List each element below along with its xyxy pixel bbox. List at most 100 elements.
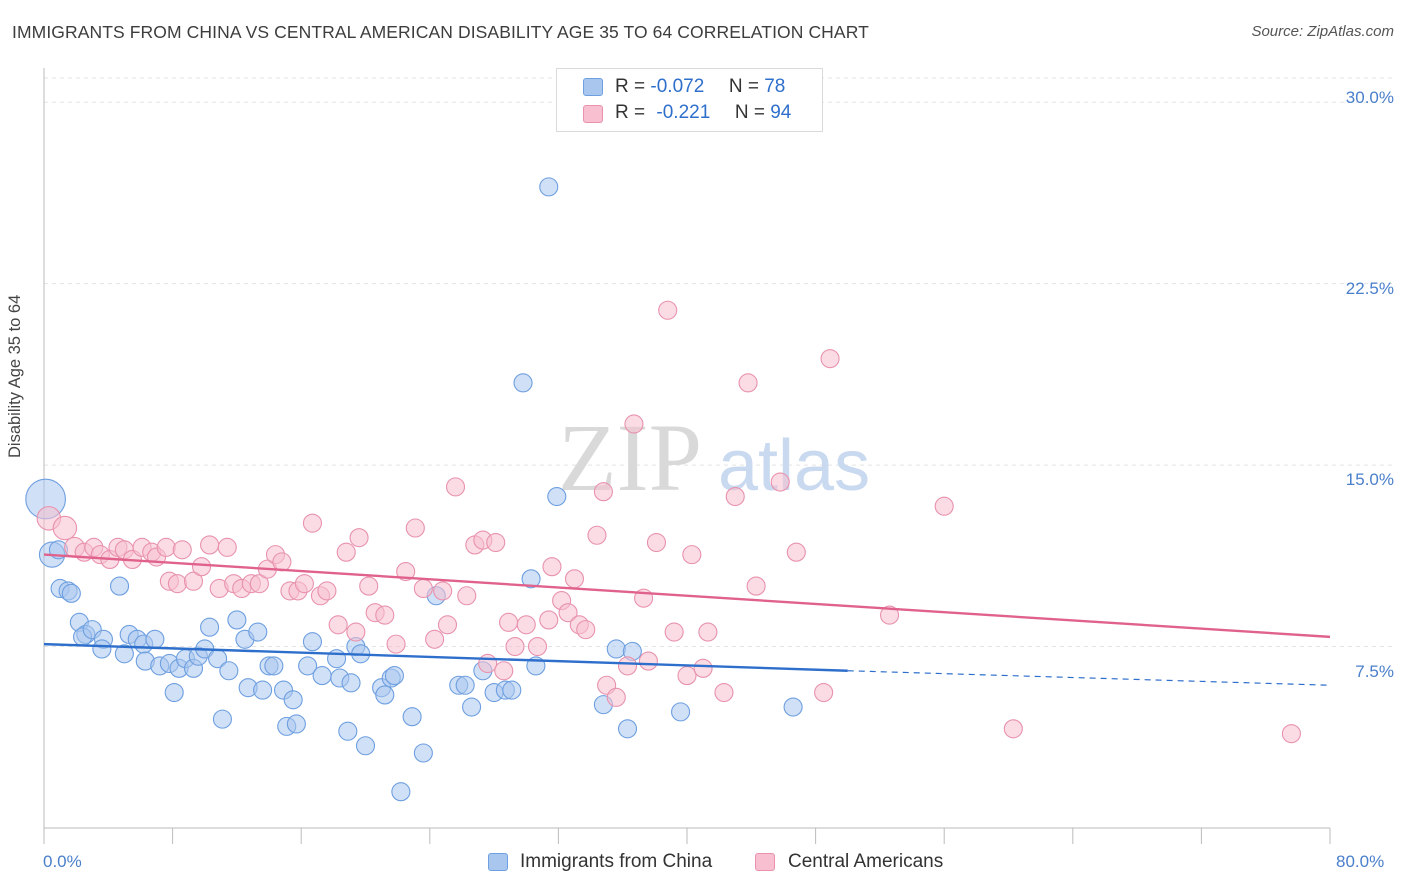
china-point xyxy=(219,661,239,681)
r-value: -0.221 xyxy=(656,102,711,123)
china-point xyxy=(513,373,533,393)
central-american-point xyxy=(413,578,433,599)
central-american-point xyxy=(317,581,337,601)
central-american-point xyxy=(698,622,718,642)
central-american-point xyxy=(714,682,734,703)
central-american-point xyxy=(624,414,644,434)
central-american-point xyxy=(349,528,369,548)
legend-swatch xyxy=(755,853,775,871)
central-american-point xyxy=(576,620,596,640)
china-point xyxy=(547,486,567,507)
series-swatch xyxy=(583,105,603,123)
china-point xyxy=(302,632,323,652)
china-point xyxy=(375,685,395,705)
central-american-point xyxy=(638,651,658,671)
central-american-point xyxy=(191,557,212,577)
china-point xyxy=(286,714,306,734)
legend-item-china: Immigrants from China xyxy=(488,851,712,873)
central-american-point xyxy=(934,496,954,516)
central-american-point xyxy=(386,634,406,654)
china-point xyxy=(298,656,318,676)
central-american-point xyxy=(336,542,356,562)
central-american-point xyxy=(294,574,314,594)
chart-title: IMMIGRANTS FROM CHINA VS CENTRAL AMERICA… xyxy=(12,22,869,42)
central-american-point xyxy=(738,373,758,393)
central-american-point xyxy=(746,576,766,596)
china-point xyxy=(617,719,638,739)
central-american-point xyxy=(183,571,204,591)
gridlines xyxy=(44,77,1392,648)
n-label: N = xyxy=(734,102,765,123)
central-american-point xyxy=(539,610,559,630)
china-point xyxy=(462,697,482,717)
r-label: R = xyxy=(615,102,646,123)
china-point xyxy=(671,702,691,722)
trend-lines xyxy=(43,553,1331,686)
central-american-point xyxy=(786,542,806,562)
legend-swatch xyxy=(488,853,508,871)
china-point xyxy=(606,639,626,659)
china-point xyxy=(539,177,559,197)
china-point xyxy=(283,690,303,710)
central-american-point xyxy=(658,300,678,320)
central-american-point xyxy=(558,603,578,623)
central-american-point xyxy=(564,569,585,589)
china-point xyxy=(384,666,404,686)
y-axis-label: Disability Age 35 to 64 xyxy=(6,294,24,458)
china-point xyxy=(521,569,541,589)
central-american-point xyxy=(272,552,292,572)
china-point xyxy=(391,782,411,802)
china-point xyxy=(227,610,247,630)
central-american-point xyxy=(249,574,269,594)
china-point xyxy=(212,709,232,729)
central-american-point xyxy=(359,576,379,596)
central-american-point xyxy=(527,636,548,657)
x-tick-label: 0.0% xyxy=(43,852,82,871)
r-label: R = xyxy=(615,76,646,97)
central-american-point xyxy=(52,515,78,541)
central-american-point xyxy=(457,586,477,606)
china-point xyxy=(402,707,422,727)
central-american-point xyxy=(405,518,425,538)
central-american-point xyxy=(346,622,366,642)
central-american-point xyxy=(302,513,323,533)
watermark: ZIP atlas xyxy=(558,404,870,511)
china-point xyxy=(355,736,376,756)
china-point xyxy=(413,743,433,763)
central-american-point xyxy=(499,612,519,632)
china-point xyxy=(341,673,361,693)
y-tick-label: 30.0% xyxy=(1345,88,1394,107)
central-american-point xyxy=(1003,719,1023,739)
central-american-point xyxy=(606,687,626,707)
n-value: 78 xyxy=(764,76,786,97)
china-point xyxy=(338,721,358,741)
r-value: -0.072 xyxy=(650,76,705,97)
china-point xyxy=(145,629,165,649)
central-american-point xyxy=(1281,724,1301,744)
central-american-point xyxy=(494,661,514,681)
legend-label: Immigrants from China xyxy=(520,851,713,872)
central-american-point xyxy=(664,622,684,642)
source-label: Source: ZipAtlas.com xyxy=(1251,23,1394,40)
central-american-trend-line xyxy=(43,553,1331,639)
legend-item-central-americans: Central Americans xyxy=(755,851,943,873)
china-point xyxy=(200,617,220,637)
stats-row: R = -0.221 N = 94 xyxy=(615,102,791,126)
china-point xyxy=(327,649,347,669)
central-american-point xyxy=(814,682,834,703)
x-tick-label: 80.0% xyxy=(1336,852,1385,871)
central-american-point xyxy=(200,535,220,555)
china-point xyxy=(61,583,81,603)
central-american-point xyxy=(820,349,840,369)
central-american-point xyxy=(445,477,466,497)
china-point xyxy=(455,675,475,695)
central-american-point xyxy=(879,605,900,625)
central-american-point xyxy=(682,545,702,565)
y-tick-label: 7.5% xyxy=(1355,662,1394,681)
central-american-point xyxy=(505,636,525,657)
central-american-point xyxy=(433,581,453,601)
central-american-point xyxy=(617,656,638,676)
n-value: 94 xyxy=(770,102,792,123)
data-points xyxy=(25,177,1301,802)
